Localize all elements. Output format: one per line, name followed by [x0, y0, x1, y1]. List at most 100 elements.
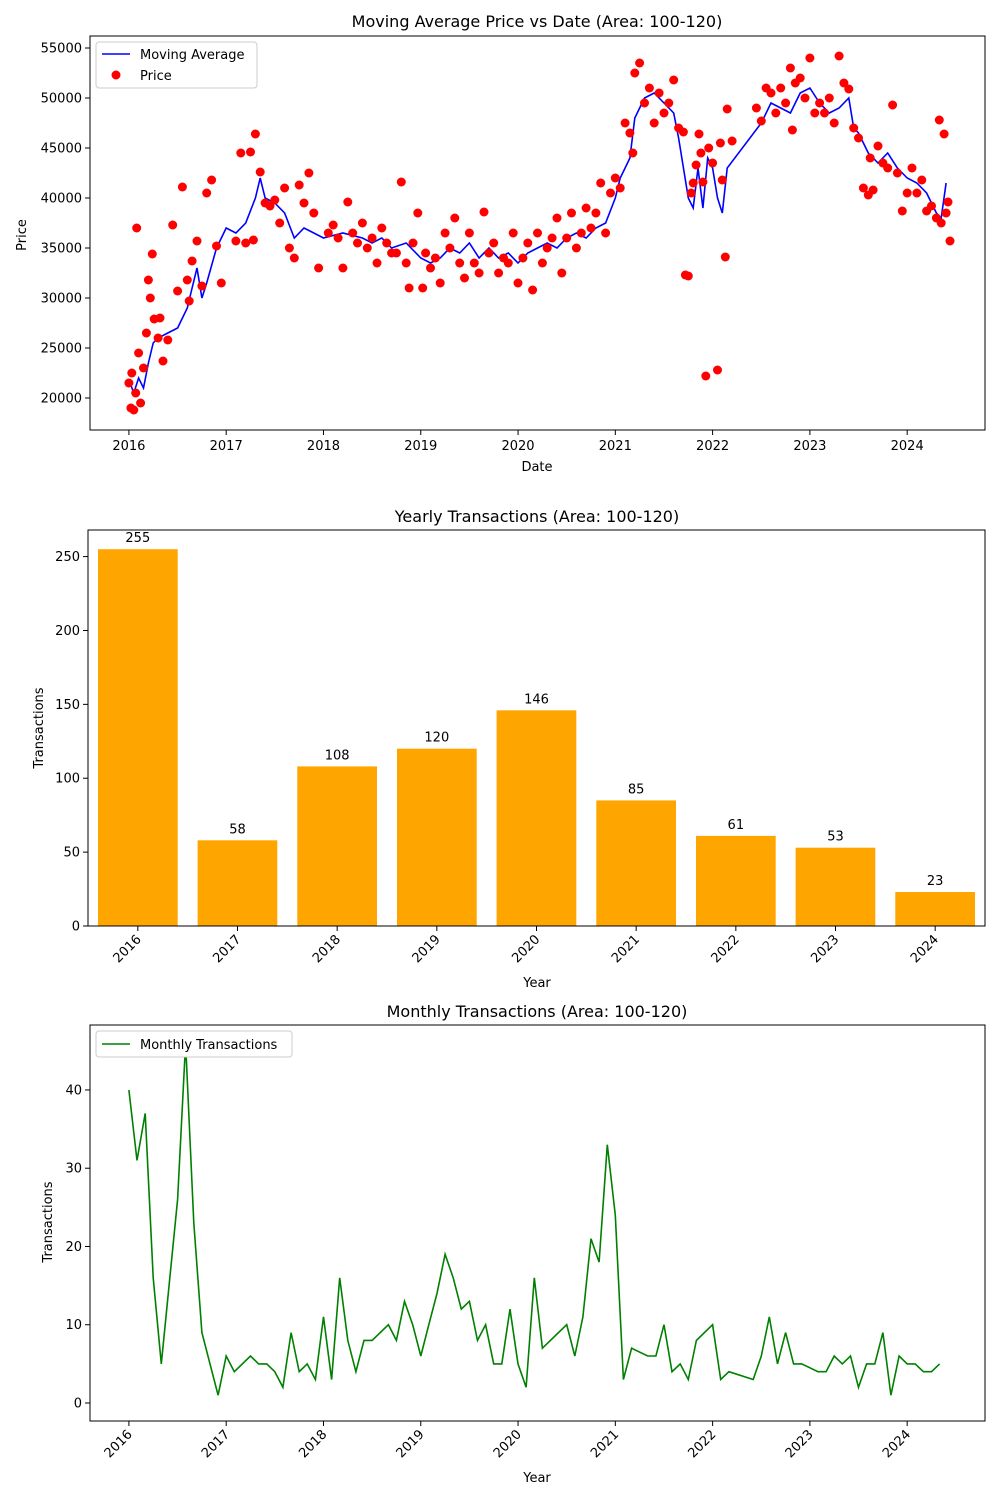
price-point — [824, 93, 834, 103]
price-point — [158, 356, 168, 366]
price-point — [246, 147, 255, 157]
price-point — [207, 175, 217, 185]
price-chart-x-tick-label: 2017 — [210, 439, 243, 454]
price-point — [508, 228, 518, 238]
price-chart-y-tick-label: 20000 — [41, 392, 82, 407]
price-point — [902, 188, 912, 198]
price-point — [338, 263, 348, 273]
monthly-chart-y-tick-label: 10 — [65, 1318, 82, 1333]
price-point — [701, 371, 711, 381]
price-point — [943, 197, 953, 207]
yearly-bar — [297, 766, 377, 926]
price-point — [537, 258, 547, 268]
price-point — [625, 128, 635, 138]
price-point — [897, 206, 907, 216]
price-point — [815, 98, 825, 108]
monthly-chart-y-tick-label: 20 — [65, 1240, 82, 1255]
price-point — [654, 88, 664, 98]
price-point — [615, 183, 625, 193]
price-point — [455, 258, 465, 268]
price-point — [236, 148, 246, 158]
legend-label-monthly-transactions: Monthly Transactions — [140, 1038, 278, 1053]
legend-box — [95, 1030, 293, 1058]
monthly-chart-x-tick-label: 2023 — [783, 1427, 817, 1461]
yearly-chart-x-tick-label: 2018 — [310, 932, 344, 966]
price-chart-x-tick-label: 2020 — [501, 439, 534, 454]
price-point — [430, 253, 440, 263]
monthly-chart-title: Monthly Transactions (Area: 100-120) — [387, 1002, 688, 1021]
yearly-chart-x-tick-label: 2023 — [808, 932, 842, 966]
price-point — [323, 228, 333, 238]
price-point — [533, 228, 542, 238]
price-point — [421, 248, 431, 258]
price-point — [275, 218, 285, 228]
price-point — [513, 278, 523, 288]
price-point — [182, 275, 192, 285]
price-point — [129, 405, 139, 415]
price-point — [927, 201, 936, 211]
price-point — [839, 78, 849, 88]
price-point — [834, 51, 844, 61]
price-point — [450, 213, 460, 223]
price-point — [362, 243, 372, 253]
price-chart-x-tick-label: 2023 — [793, 439, 826, 454]
price-point — [153, 333, 163, 343]
price-point — [868, 185, 878, 195]
price-chart-x-tick-label: 2021 — [599, 439, 632, 454]
price-point — [936, 218, 946, 228]
yearly-chart-y-tick-label: 200 — [55, 624, 80, 639]
yearly-chart-x-tick-label: 2017 — [210, 932, 244, 966]
price-point — [248, 235, 258, 245]
price-point — [686, 188, 696, 198]
price-point — [134, 348, 144, 358]
price-point — [294, 180, 304, 190]
price-point — [698, 177, 708, 187]
price-point — [776, 83, 786, 93]
price-point — [787, 125, 797, 135]
price-point — [713, 365, 722, 375]
price-point — [184, 296, 194, 306]
price-point — [216, 278, 226, 288]
price-chart-title: Moving Average Price vs Date (Area: 100-… — [352, 12, 723, 31]
price-point — [197, 281, 207, 291]
yearly-bar — [397, 748, 477, 926]
price-point — [640, 98, 649, 108]
price-point — [404, 283, 414, 293]
price-point — [727, 136, 737, 146]
price-point — [314, 263, 324, 273]
price-point — [173, 286, 183, 296]
price-point — [460, 273, 469, 283]
yearly-chart-y-tick-label: 0 — [72, 920, 80, 935]
yearly-bar-value-label: 85 — [628, 782, 645, 797]
price-point — [139, 363, 148, 373]
price-chart-panel: Moving Average Price vs Date (Area: 100-… — [15, 12, 986, 475]
price-chart-x-tick-label: 2018 — [307, 439, 340, 454]
price-point — [141, 328, 151, 338]
yearly-bar — [696, 835, 776, 926]
price-chart-y-tick-label: 25000 — [41, 342, 82, 357]
price-chart-y-tick-label: 30000 — [41, 292, 82, 307]
yearly-bar-value-label: 255 — [125, 531, 150, 546]
price-point — [231, 236, 241, 246]
price-point — [907, 163, 917, 173]
price-point — [518, 253, 528, 263]
price-point — [567, 208, 576, 218]
price-point — [528, 285, 538, 295]
yearly-bar — [596, 800, 676, 926]
price-point — [357, 218, 367, 228]
price-point — [328, 220, 338, 230]
price-point — [715, 138, 725, 148]
price-point — [664, 98, 674, 108]
price-point — [131, 388, 141, 398]
yearly-chart-x-tick-label: 2020 — [509, 932, 543, 966]
price-point — [212, 241, 221, 251]
price-point — [562, 233, 572, 243]
yearly-chart-x-tick-label: 2024 — [908, 932, 942, 966]
price-point — [241, 238, 251, 248]
price-point — [858, 183, 868, 193]
price-point — [678, 127, 688, 137]
price-chart-legend: Moving Average Price — [95, 41, 258, 89]
price-point — [484, 248, 494, 258]
price-point — [155, 313, 165, 323]
yearly-chart-x-tick-label: 2022 — [709, 932, 743, 966]
